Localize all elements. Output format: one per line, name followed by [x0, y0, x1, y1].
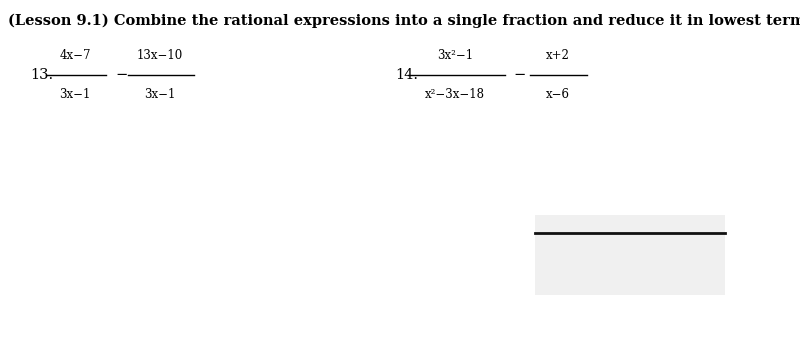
- Text: 3x−1: 3x−1: [59, 88, 90, 101]
- Text: x+2: x+2: [546, 49, 570, 62]
- Text: 3x²−1: 3x²−1: [437, 49, 473, 62]
- Text: 13.: 13.: [30, 68, 53, 82]
- Text: 4x−7: 4x−7: [59, 49, 90, 62]
- Text: 13x−10: 13x−10: [137, 49, 183, 62]
- Text: x²−3x−18: x²−3x−18: [425, 88, 485, 101]
- Text: 14.: 14.: [395, 68, 418, 82]
- Polygon shape: [535, 233, 725, 295]
- Text: 3x−1: 3x−1: [144, 88, 176, 101]
- Text: x−6: x−6: [546, 88, 570, 101]
- Text: −: −: [116, 68, 128, 82]
- Polygon shape: [535, 215, 725, 233]
- Text: (Lesson 9.1) Combine the rational expressions into a single fraction and reduce : (Lesson 9.1) Combine the rational expres…: [8, 14, 800, 28]
- Text: −: −: [514, 68, 526, 82]
